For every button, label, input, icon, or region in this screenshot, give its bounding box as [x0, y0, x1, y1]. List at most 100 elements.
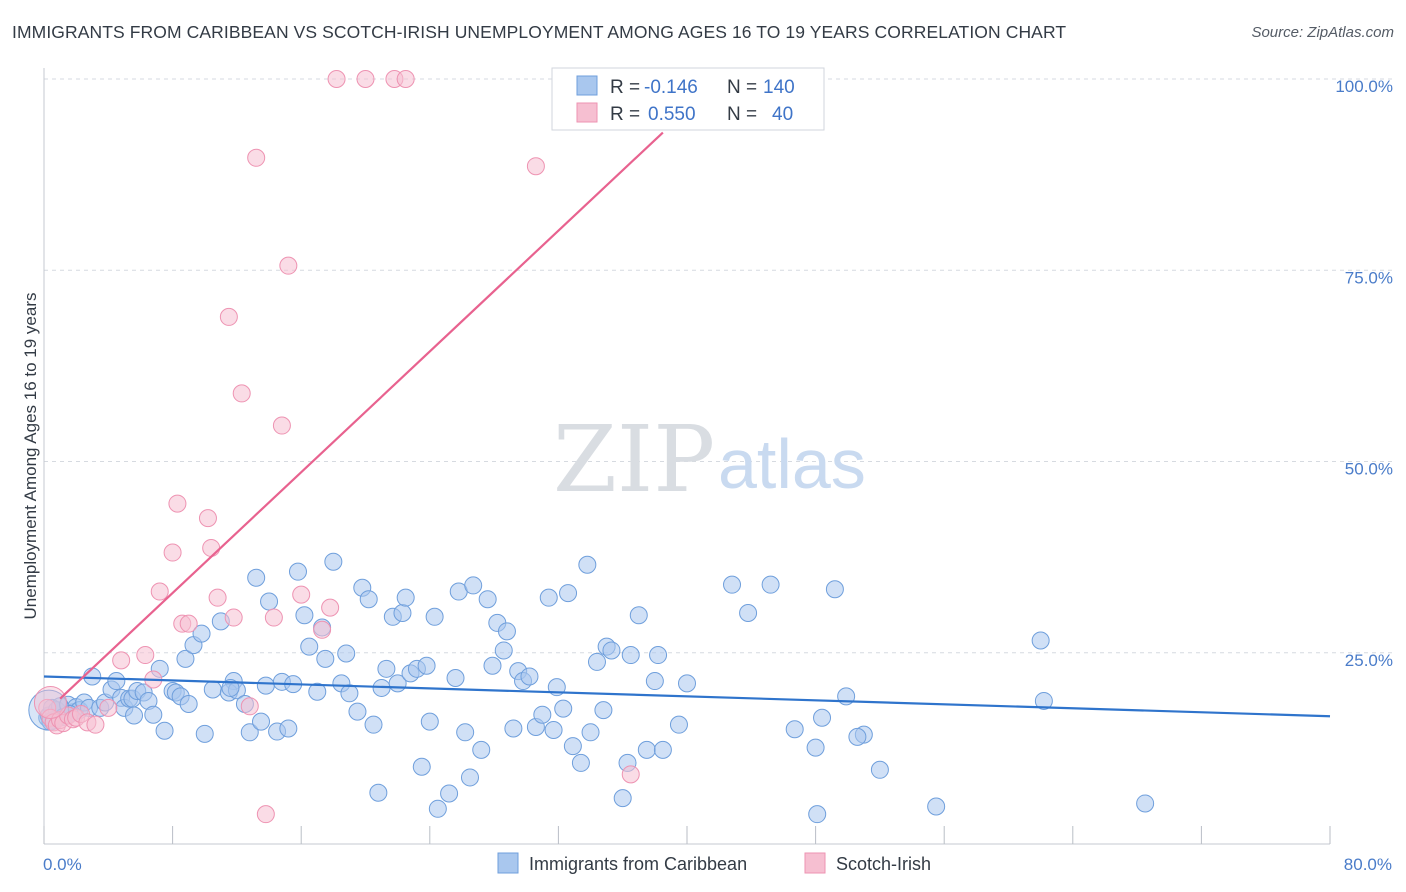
caribbean-point — [678, 674, 696, 693]
scotch-irish-point — [163, 543, 182, 562]
caribbean-point — [563, 737, 582, 756]
caribbean-point — [533, 705, 552, 724]
legend-n-value-2: 40 — [772, 104, 793, 125]
grid-layer — [44, 78, 1392, 654]
caribbean-point — [247, 568, 266, 587]
caribbean-point — [340, 684, 359, 703]
caribbean-point — [483, 656, 502, 675]
x-tick-min: 0.0% — [43, 855, 82, 874]
caribbean-point — [155, 721, 174, 740]
bottom-legend-swatch-scotch-irish — [804, 852, 826, 874]
caribbean-point — [870, 760, 889, 779]
scotch-irish-point — [279, 256, 298, 275]
bottom-legend-label-caribbean: Immigrants from Caribbean — [529, 854, 747, 874]
caribbean-point — [316, 649, 335, 668]
caribbean-point — [825, 580, 844, 599]
caribbean-point — [369, 783, 388, 802]
caribbean-point — [256, 676, 275, 695]
caribbean-point — [279, 719, 298, 738]
caribbean-point — [578, 555, 597, 574]
scotch-irish-point — [526, 157, 545, 176]
legend-r-value-2: 0.550 — [648, 104, 696, 125]
scotch-irish-point — [621, 765, 640, 784]
caribbean-point — [288, 562, 307, 581]
caribbean-point — [761, 575, 780, 594]
y-tick-label-100: 100.0% — [1335, 77, 1393, 96]
caribbean-point — [645, 672, 664, 691]
caribbean-point — [324, 552, 343, 571]
scotch-irish-point — [112, 651, 131, 670]
scotch-irish-point — [99, 698, 118, 717]
caribbean-point — [739, 603, 758, 622]
legend-n-value-1: 140 — [763, 77, 795, 98]
scotch-irish-point — [292, 585, 311, 604]
caribbean-point — [446, 668, 465, 687]
legend-r-value-1: -0.146 — [644, 77, 698, 98]
caribbean-point — [539, 588, 558, 607]
caribbean-point — [653, 740, 672, 759]
caribbean-point — [559, 584, 578, 603]
caribbean-point — [602, 641, 621, 660]
scotch-irish-trend-line — [59, 131, 664, 700]
caribbean-point — [221, 678, 240, 697]
caribbean-point — [396, 588, 415, 607]
scotch-irish-point — [313, 620, 332, 639]
caribbean-point — [785, 720, 804, 739]
caribbean-point — [621, 646, 640, 665]
caribbean-point — [412, 757, 431, 776]
caribbean-point — [1136, 794, 1155, 813]
caribbean-point — [806, 738, 825, 757]
series-scotch-irish-points — [33, 70, 640, 824]
caribbean-point — [494, 641, 513, 660]
scotch-irish-point — [272, 416, 291, 435]
caribbean-point — [460, 768, 479, 787]
scotch-irish-point — [202, 538, 221, 557]
legend-swatch-caribbean — [576, 75, 598, 96]
caribbean-point — [417, 656, 436, 675]
x-tick-max: 80.0% — [1344, 855, 1392, 874]
caribbean-point — [813, 708, 832, 727]
caribbean-point — [195, 724, 214, 743]
scotch-irish-point — [198, 509, 217, 528]
caribbean-point — [300, 637, 319, 656]
legend-n-label-1: N = — [727, 77, 757, 98]
caribbean-point — [125, 706, 144, 725]
caribbean-point — [337, 644, 356, 663]
legend-r-label-1: R = — [610, 77, 640, 98]
caribbean-point — [613, 789, 632, 808]
scotch-irish-point — [327, 70, 346, 88]
caribbean-point — [520, 667, 539, 686]
caribbean-point — [723, 575, 742, 594]
caribbean-point — [364, 715, 383, 734]
source-credit: Source: ZipAtlas.com — [1251, 24, 1394, 41]
scotch-irish-point — [396, 70, 415, 88]
caribbean-point — [252, 712, 271, 731]
scotch-irish-point — [256, 805, 275, 824]
caribbean-point — [176, 649, 195, 668]
caribbean-trend-line — [43, 675, 1331, 718]
legend-n-label-2: N = — [727, 104, 757, 125]
caribbean-point — [420, 712, 439, 731]
scotch-irish-point — [232, 384, 251, 403]
caribbean-point — [554, 699, 573, 718]
scotch-irish-point — [208, 588, 227, 607]
caribbean-point — [808, 805, 827, 824]
caribbean-point — [649, 646, 668, 665]
scotch-irish-point — [224, 608, 243, 627]
scotch-irish-point — [150, 582, 169, 601]
caribbean-point — [594, 701, 613, 720]
scotch-irish-point — [219, 307, 238, 326]
legend-box: R = -0.146 N = 140 R = 0.550 N = 40 — [551, 67, 825, 131]
caribbean-point — [669, 715, 688, 734]
series-caribbean-points — [28, 552, 1155, 824]
caribbean-point — [179, 695, 198, 714]
caribbean-point — [440, 784, 459, 803]
caribbean-point — [1034, 691, 1053, 710]
caribbean-point — [425, 607, 444, 626]
scotch-irish-point — [179, 614, 198, 633]
caribbean-point — [107, 672, 126, 691]
caribbean-point — [637, 740, 656, 759]
caribbean-point — [464, 576, 483, 595]
scotch-irish-point — [247, 148, 266, 167]
